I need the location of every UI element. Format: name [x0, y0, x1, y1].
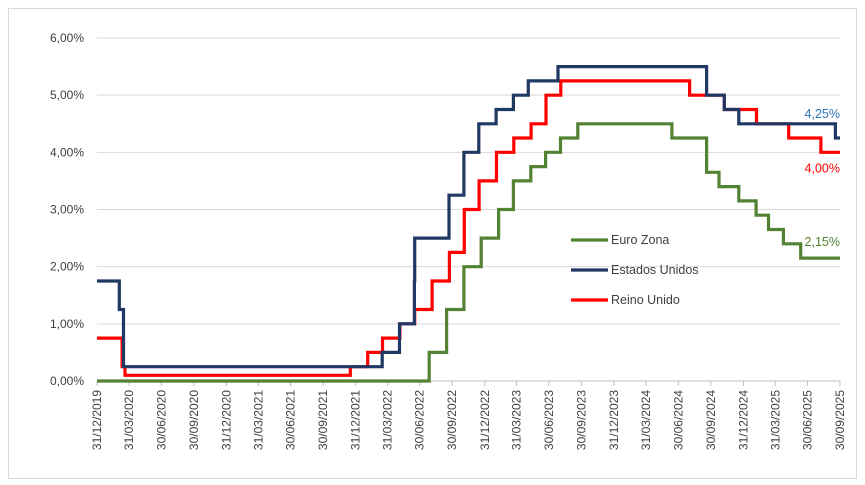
series-line-estados-unidos [97, 65, 840, 369]
y-tick-label: 0,00% [50, 374, 84, 388]
gridlines [97, 37, 840, 325]
x-tick-label: 31/12/2022 [478, 390, 492, 450]
end-labels: 2,15% 4,25% 4,00% [805, 107, 840, 249]
x-tick-label: 30/09/2020 [187, 390, 201, 450]
legend-label: Estados Unidos [611, 263, 699, 277]
x-tick-label: 30/06/2025 [800, 390, 814, 450]
x-tick-label: 30/06/2020 [154, 390, 168, 450]
x-tick-label: 31/03/2021 [251, 390, 265, 450]
x-tick-label: 31/12/2023 [607, 390, 621, 450]
x-tick-label: 30/09/2023 [574, 390, 588, 450]
x-tick-label: 30/06/2024 [671, 390, 685, 450]
legend: Euro Zona Estados Unidos Reino Unido [571, 233, 699, 307]
y-tick-label: 4,00% [50, 145, 84, 159]
x-tick-label: 31/12/2020 [219, 390, 233, 450]
x-tick-label: 31/03/2020 [122, 390, 136, 450]
legend-label: Reino Unido [611, 293, 680, 307]
x-tick-label: 31/12/2019 [90, 390, 104, 450]
y-tick-label: 1,00% [50, 317, 84, 331]
chart-border [8, 8, 857, 479]
legend-label: Euro Zona [611, 233, 669, 247]
y-tick-label: 6,00% [50, 31, 84, 45]
x-tick-label: 30/06/2023 [542, 390, 556, 450]
x-tick-label: 30/06/2021 [284, 390, 298, 450]
x-tick-label: 31/03/2025 [768, 390, 782, 450]
x-tick-label: 31/03/2022 [380, 390, 394, 450]
x-tick-label: 31/12/2024 [736, 390, 750, 450]
x-tick-label: 30/09/2024 [704, 390, 718, 450]
end-label-estados-unidos: 4,25% [805, 107, 840, 121]
y-tick-label: 2,00% [50, 260, 84, 274]
series-line-euro-zona [97, 122, 840, 383]
x-tick-label: 30/06/2022 [413, 390, 427, 450]
x-tick-label: 30/09/2025 [833, 390, 847, 450]
x-tick-label: 31/03/2023 [510, 390, 524, 450]
x-axis: 31/12/2019 31/03/2020 30/06/2020 30/09/2020… [90, 380, 847, 450]
y-tick-label: 5,00% [50, 88, 84, 102]
end-label-reino-unido: 4,00% [805, 161, 840, 175]
end-label-euro-zona: 2,15% [805, 235, 840, 249]
series-lines [97, 65, 840, 383]
y-axis: 0,00% 1,00% 2,00% 3,00% 4,00% 5,00% 6,00% [50, 31, 84, 388]
x-tick-label: 31/12/2021 [349, 390, 363, 450]
x-tick-label: 31/03/2024 [639, 390, 653, 450]
x-tick-label: 30/09/2021 [316, 390, 330, 450]
x-tick-label: 30/09/2022 [445, 390, 459, 450]
y-tick-label: 3,00% [50, 203, 84, 217]
